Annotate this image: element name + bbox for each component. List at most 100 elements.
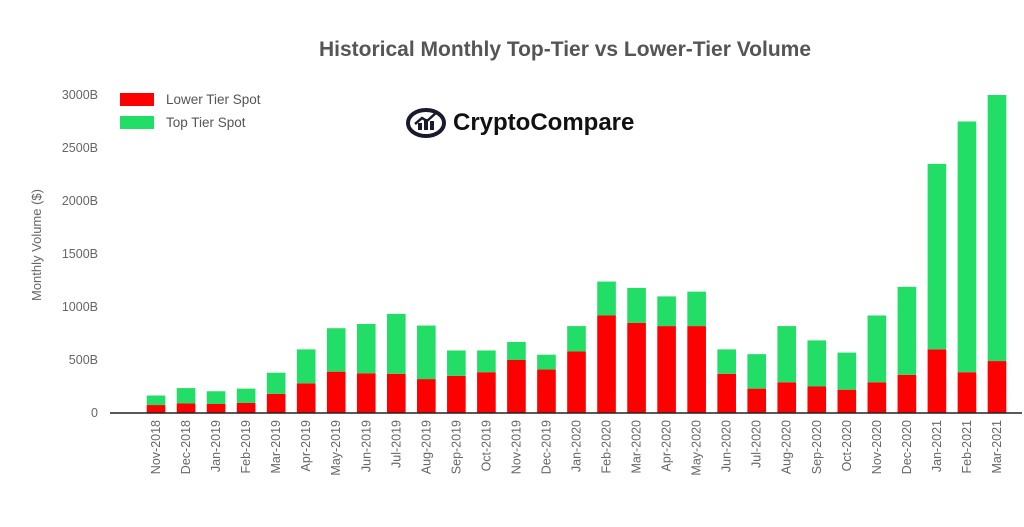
bar-top-tier — [206, 391, 226, 404]
bar-top-tier — [687, 291, 706, 327]
cryptocompare-logo: CryptoCompare — [405, 106, 634, 140]
bar-lower-tier — [957, 372, 977, 413]
y-tick-label: 2500B — [62, 141, 98, 155]
x-tick-label: Jan-2020 — [570, 420, 584, 472]
chart-title: Historical Monthly Top-Tier vs Lower-Tie… — [318, 38, 812, 61]
x-tick-label: Dec-2019 — [539, 420, 553, 474]
bar-top-tier — [987, 95, 1007, 362]
chart-circle-icon — [406, 108, 446, 138]
bar-top-tier — [356, 323, 376, 374]
bar-lower-tier — [236, 402, 256, 413]
y-tick-label: 500B — [69, 353, 98, 367]
y-tick-label: 2000B — [62, 194, 98, 208]
bar-lower-tier — [597, 315, 616, 413]
bar-lower-tier — [296, 383, 316, 413]
bar-top-tier — [537, 354, 556, 370]
bar-top-tier — [927, 163, 947, 350]
y-axis-label-group: Monthly Volume ($) — [29, 189, 44, 301]
bar-top-tier — [326, 328, 346, 372]
bar-top-tier — [386, 313, 406, 374]
bar-lower-tier — [507, 360, 526, 413]
bar-lower-tier — [206, 403, 226, 413]
bar-lower-tier — [807, 386, 827, 413]
bar-lower-tier — [687, 326, 706, 413]
x-tick-label: Apr-2020 — [660, 420, 674, 471]
bar-lower-tier — [146, 405, 166, 413]
bar-lower-tier — [447, 375, 466, 413]
bar-top-tier — [417, 325, 436, 380]
x-tick-label: May-2020 — [690, 420, 704, 476]
x-tick-label: Sep-2019 — [449, 420, 463, 474]
legend-label: Lower Tier Spot — [166, 92, 261, 107]
bar-lower-tier — [657, 326, 676, 413]
bar-lower-tier — [897, 374, 917, 413]
bar-lower-tier — [417, 379, 436, 413]
bar-lower-tier — [537, 369, 556, 413]
y-tick-label: 0 — [91, 406, 98, 420]
x-tick-label: Jul-2020 — [750, 420, 764, 468]
bar-lower-tier — [867, 382, 887, 413]
x-tick-label: Nov-2018 — [149, 420, 163, 474]
bar-top-tier — [627, 287, 646, 323]
bar-lower-tier — [747, 388, 767, 413]
x-tick-label: Jun-2019 — [359, 420, 373, 472]
bar-lower-tier — [386, 373, 406, 413]
y-axis-label: Monthly Volume ($) — [29, 189, 44, 301]
bar-lower-tier — [176, 403, 196, 413]
bar-top-tier — [957, 121, 977, 373]
bar-top-tier — [477, 350, 496, 373]
legend: Lower Tier Spot Top Tier Spot — [120, 92, 261, 130]
x-tick-label: Jan-2021 — [930, 420, 944, 472]
bar-top-tier — [717, 349, 736, 374]
bar-lower-tier — [627, 322, 646, 413]
x-tick-label: Jan-2019 — [209, 420, 223, 472]
x-tick-label: Dec-2020 — [900, 420, 914, 474]
y-tick-label: 1000B — [62, 300, 98, 314]
x-tick-label: Feb-2020 — [600, 420, 614, 474]
x-tick-label: Mar-2019 — [269, 420, 283, 474]
bar-top-tier — [897, 286, 917, 375]
bar-top-tier — [176, 388, 196, 404]
bar-top-tier — [657, 296, 676, 327]
x-tick-label: Oct-2020 — [840, 420, 854, 471]
bar-top-tier — [296, 349, 316, 384]
x-tick-label: Nov-2020 — [870, 420, 884, 474]
y-axis-ticks: 0 500B 1000B 1500B 2000B 2500B 3000B — [62, 88, 98, 420]
y-tick-label: 1500B — [62, 247, 98, 261]
bar-lower-tier — [326, 371, 346, 413]
x-tick-label: Aug-2019 — [419, 420, 433, 474]
x-tick-label: Sep-2020 — [810, 420, 824, 474]
x-tick-label: Aug-2020 — [780, 420, 794, 474]
bar-top-tier — [597, 281, 616, 316]
x-tick-label: Jul-2019 — [389, 420, 403, 468]
x-tick-label: Jun-2020 — [720, 420, 734, 472]
bar-top-tier — [837, 352, 857, 390]
bar-top-tier — [777, 326, 797, 383]
x-tick-label: Dec-2018 — [179, 420, 193, 474]
bar-lower-tier — [567, 351, 586, 413]
bar-top-tier — [447, 350, 466, 376]
x-tick-label: May-2019 — [329, 420, 343, 476]
bar-lower-tier — [777, 382, 797, 413]
y-tick-label: 3000B — [62, 88, 98, 102]
x-tick-label: Apr-2019 — [299, 420, 313, 471]
bar-top-tier — [747, 354, 767, 389]
bar-top-tier — [507, 341, 526, 360]
bar-top-tier — [867, 315, 887, 383]
bar-lower-tier — [477, 372, 496, 413]
x-tick-label: Feb-2019 — [239, 420, 253, 474]
bars — [146, 95, 1007, 413]
x-axis-ticks: Nov-2018 Dec-2018 Jan-2019 Feb-2019 Mar-2019… — [149, 420, 1004, 476]
bar-lower-tier — [717, 373, 736, 413]
bar-lower-tier — [927, 349, 947, 413]
bar-lower-tier — [987, 361, 1007, 413]
bar-top-tier — [236, 388, 256, 403]
x-tick-label: Oct-2019 — [479, 420, 493, 471]
bar-lower-tier — [837, 389, 857, 413]
x-tick-label: Mar-2020 — [630, 420, 644, 474]
legend-swatch — [120, 116, 154, 129]
bar-top-tier — [146, 395, 166, 406]
bar-top-tier — [807, 340, 827, 387]
bar-top-tier — [266, 372, 286, 394]
